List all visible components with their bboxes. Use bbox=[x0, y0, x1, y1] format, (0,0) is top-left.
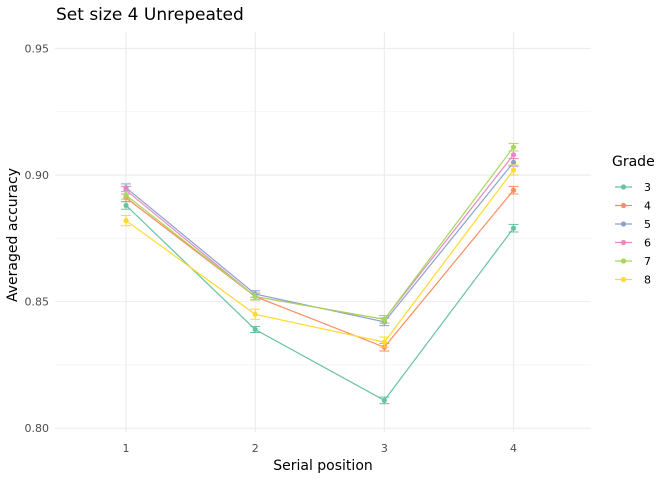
legend-key-point bbox=[620, 239, 627, 246]
legend-item-3: 3 bbox=[615, 181, 651, 194]
y-tick-label: 0.95 bbox=[25, 42, 50, 55]
data-point bbox=[510, 152, 517, 158]
series-line bbox=[125, 169, 514, 343]
series-6 bbox=[121, 150, 519, 324]
legend-label: 4 bbox=[644, 200, 651, 213]
legend-item-6: 6 bbox=[615, 237, 651, 250]
x-tick-label: 4 bbox=[510, 442, 517, 455]
x-axis-title: Serial position bbox=[273, 458, 373, 474]
legend-item-5: 5 bbox=[615, 218, 651, 231]
legend-key-point bbox=[620, 184, 627, 190]
legend-item-8: 8 bbox=[615, 274, 651, 287]
data-point bbox=[510, 187, 517, 193]
legend-item-7: 7 bbox=[615, 255, 651, 268]
series-line bbox=[125, 146, 514, 320]
legend-label: 7 bbox=[644, 255, 651, 268]
data-point bbox=[381, 397, 387, 403]
legend-label: 6 bbox=[644, 237, 651, 250]
tick-labels: 0.80 0.85 0.90 0.95 1 2 3 4 bbox=[25, 42, 518, 455]
grid bbox=[55, 32, 591, 432]
data-point bbox=[123, 192, 129, 198]
series-line bbox=[125, 154, 514, 320]
data-point bbox=[252, 311, 258, 317]
x-tick-label: 2 bbox=[252, 442, 259, 455]
data-point bbox=[123, 202, 129, 209]
legend-key-point bbox=[620, 221, 627, 227]
series-4 bbox=[121, 185, 519, 352]
data-point bbox=[381, 339, 387, 345]
data-point bbox=[252, 326, 258, 333]
series-line bbox=[125, 189, 514, 348]
series-layer bbox=[121, 142, 519, 405]
legend-item-4: 4 bbox=[615, 200, 651, 213]
legend-label: 3 bbox=[644, 181, 651, 194]
data-point bbox=[252, 293, 258, 300]
x-tick-label: 1 bbox=[123, 442, 130, 455]
y-tick-label: 0.80 bbox=[25, 422, 50, 435]
legend-key-point bbox=[620, 258, 627, 264]
legend-label: 8 bbox=[644, 274, 651, 287]
y-tick-label: 0.90 bbox=[25, 169, 50, 182]
chart-title: Set size 4 Unrepeated bbox=[56, 5, 244, 25]
series-8 bbox=[121, 164, 519, 348]
data-point bbox=[510, 225, 517, 231]
data-point bbox=[510, 167, 517, 173]
data-point bbox=[123, 218, 129, 224]
legend: Grade 3 4 5 6 7 8 bbox=[612, 154, 655, 287]
legend-key-point bbox=[620, 276, 627, 283]
y-axis-title: Averaged accuracy bbox=[5, 168, 21, 302]
data-point bbox=[510, 159, 517, 165]
y-tick-label: 0.85 bbox=[25, 296, 50, 309]
legend-label: 5 bbox=[644, 218, 651, 231]
legend-title: Grade bbox=[612, 154, 655, 170]
legend-key-point bbox=[620, 202, 627, 209]
x-tick-label: 3 bbox=[381, 442, 388, 455]
data-point bbox=[381, 316, 387, 322]
data-point bbox=[510, 144, 517, 150]
series-7 bbox=[121, 142, 519, 324]
